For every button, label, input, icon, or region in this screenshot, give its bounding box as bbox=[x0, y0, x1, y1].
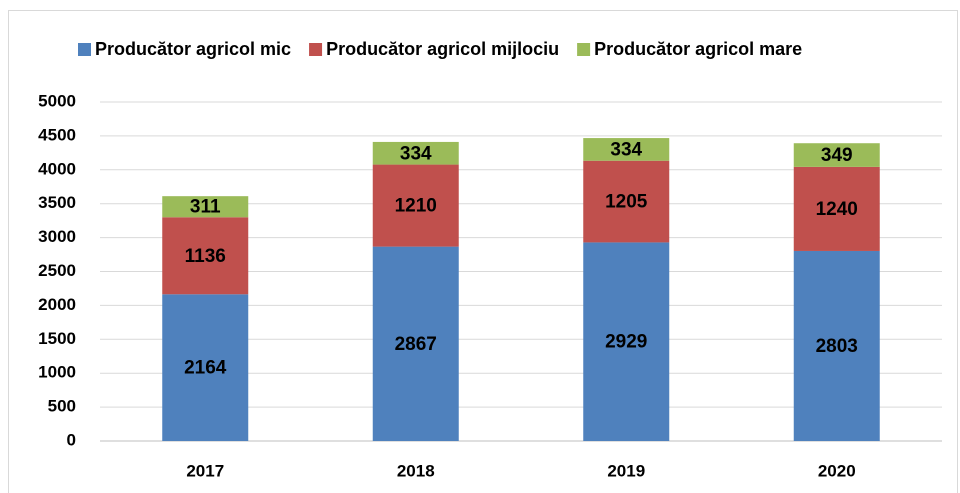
y-tick-label: 3000 bbox=[38, 227, 76, 246]
bar-segment bbox=[372, 246, 459, 441]
y-tick-label: 1500 bbox=[38, 329, 76, 348]
x-tick-label: 2020 bbox=[818, 461, 856, 480]
bar-segment bbox=[162, 196, 249, 218]
legend-swatch bbox=[309, 43, 323, 56]
legend-label: Producător agricol mijlociu bbox=[326, 39, 559, 59]
data-label: 334 bbox=[610, 139, 642, 160]
bar-segment bbox=[583, 160, 670, 243]
bar-segment bbox=[793, 166, 880, 251]
data-label: 334 bbox=[400, 143, 432, 164]
x-tick-label: 2019 bbox=[607, 461, 645, 480]
y-tick-label: 500 bbox=[48, 397, 76, 416]
data-label: 2929 bbox=[605, 332, 647, 353]
data-label: 1136 bbox=[185, 246, 226, 267]
bar-segment bbox=[583, 138, 670, 161]
bar-segment bbox=[162, 294, 249, 441]
legend-label: Producător agricol mare bbox=[594, 39, 802, 59]
bar-segment bbox=[793, 143, 880, 167]
y-tick-label: 5000 bbox=[38, 91, 76, 110]
legend-swatch bbox=[577, 43, 591, 56]
bar-segment bbox=[372, 141, 459, 165]
data-label: 1210 bbox=[395, 196, 437, 217]
data-label: 1205 bbox=[605, 192, 648, 213]
y-tick-label: 4500 bbox=[38, 125, 76, 144]
data-label: 1240 bbox=[816, 199, 858, 220]
y-tick-label: 2000 bbox=[38, 295, 76, 314]
data-label: 349 bbox=[821, 145, 853, 166]
legend-label: Producător agricol mic bbox=[95, 39, 291, 59]
data-label: 311 bbox=[190, 197, 221, 218]
x-tick-label: 2017 bbox=[186, 461, 224, 480]
y-tick-label: 2500 bbox=[38, 261, 76, 280]
data-label: 2803 bbox=[816, 336, 858, 357]
bar-segment bbox=[793, 250, 880, 441]
bar-segment bbox=[162, 217, 249, 295]
data-label: 2164 bbox=[184, 358, 227, 379]
legend-swatch bbox=[78, 43, 91, 56]
y-tick-label: 1000 bbox=[38, 363, 76, 382]
y-tick-label: 4000 bbox=[38, 159, 76, 178]
bar-segment bbox=[583, 242, 670, 441]
data-label: 2867 bbox=[395, 334, 437, 355]
y-tick-label: 0 bbox=[67, 430, 76, 449]
x-tick-label: 2018 bbox=[397, 461, 435, 480]
y-tick-label: 3500 bbox=[38, 193, 76, 212]
bar-segment bbox=[372, 164, 459, 247]
